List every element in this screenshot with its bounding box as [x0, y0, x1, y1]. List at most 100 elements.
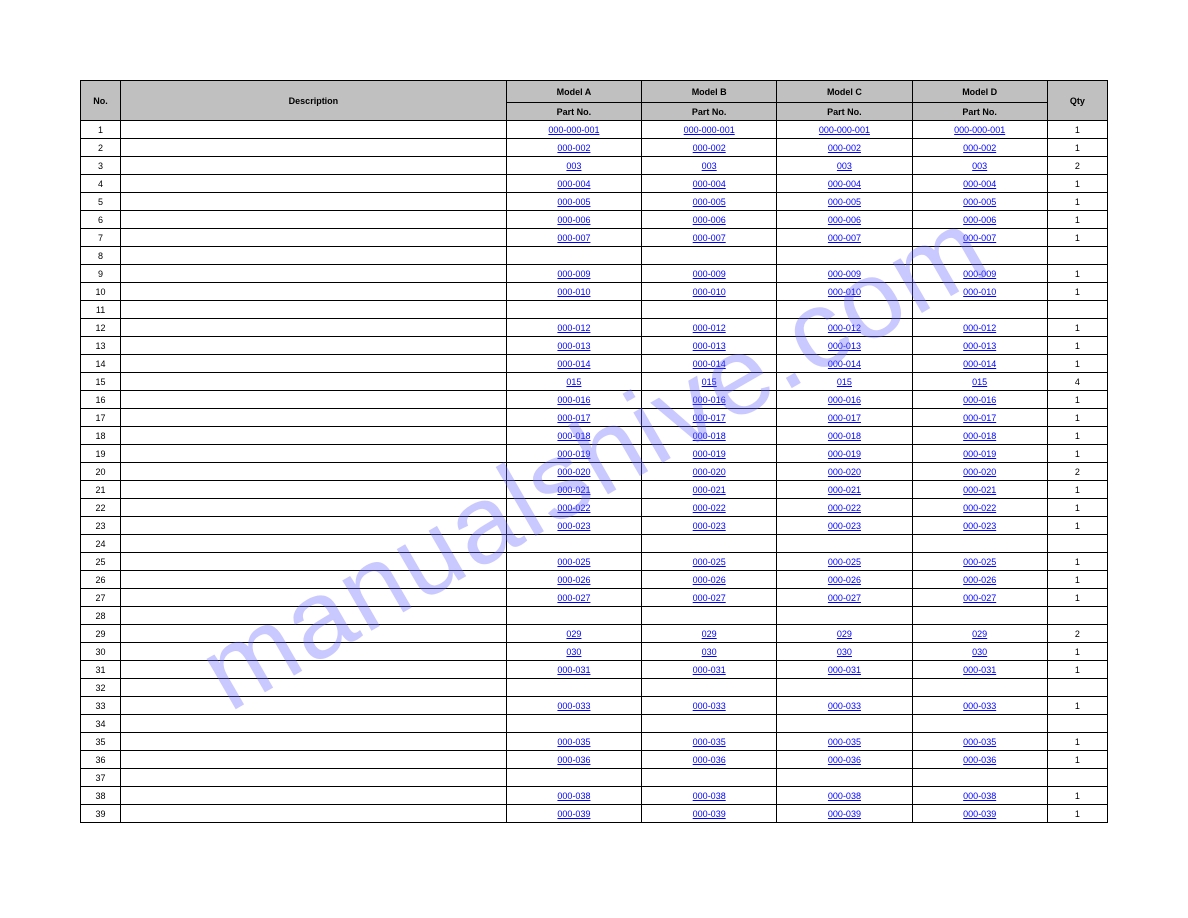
part-link[interactable]: 000-027: [557, 593, 590, 603]
part-link[interactable]: 000-002: [828, 143, 861, 153]
part-link[interactable]: 029: [566, 629, 581, 639]
part-link[interactable]: 000-012: [693, 323, 726, 333]
part-link[interactable]: 015: [566, 377, 581, 387]
part-link[interactable]: 015: [837, 377, 852, 387]
part-link[interactable]: 000-026: [557, 575, 590, 585]
part-link[interactable]: 000-036: [693, 755, 726, 765]
part-link[interactable]: 000-019: [693, 449, 726, 459]
part-link[interactable]: 000-039: [963, 809, 996, 819]
part-link[interactable]: 000-012: [557, 323, 590, 333]
part-link[interactable]: 000-020: [963, 467, 996, 477]
part-link[interactable]: 000-007: [693, 233, 726, 243]
part-link[interactable]: 000-017: [828, 413, 861, 423]
part-link[interactable]: 000-012: [828, 323, 861, 333]
part-link[interactable]: 000-006: [693, 215, 726, 225]
part-link[interactable]: 000-019: [557, 449, 590, 459]
part-link[interactable]: 000-014: [557, 359, 590, 369]
part-link[interactable]: 000-013: [963, 341, 996, 351]
part-link[interactable]: 000-025: [557, 557, 590, 567]
part-link[interactable]: 000-026: [693, 575, 726, 585]
part-link[interactable]: 000-033: [693, 701, 726, 711]
part-link[interactable]: 000-036: [963, 755, 996, 765]
part-link[interactable]: 000-026: [828, 575, 861, 585]
part-link[interactable]: 003: [837, 161, 852, 171]
part-link[interactable]: 000-004: [963, 179, 996, 189]
part-link[interactable]: 000-027: [693, 593, 726, 603]
part-link[interactable]: 029: [972, 629, 987, 639]
part-link[interactable]: 000-022: [963, 503, 996, 513]
part-link[interactable]: 029: [702, 629, 717, 639]
part-link[interactable]: 003: [566, 161, 581, 171]
part-link[interactable]: 000-009: [557, 269, 590, 279]
part-link[interactable]: 000-005: [693, 197, 726, 207]
part-link[interactable]: 029: [837, 629, 852, 639]
part-link[interactable]: 000-016: [828, 395, 861, 405]
part-link[interactable]: 000-007: [828, 233, 861, 243]
part-link[interactable]: 000-022: [828, 503, 861, 513]
part-link[interactable]: 000-023: [963, 521, 996, 531]
part-link[interactable]: 000-018: [557, 431, 590, 441]
part-link[interactable]: 000-010: [828, 287, 861, 297]
part-link[interactable]: 000-018: [828, 431, 861, 441]
part-link[interactable]: 000-007: [963, 233, 996, 243]
part-link[interactable]: 000-002: [557, 143, 590, 153]
part-link[interactable]: 000-027: [828, 593, 861, 603]
part-link[interactable]: 000-027: [963, 593, 996, 603]
part-link[interactable]: 000-039: [693, 809, 726, 819]
part-link[interactable]: 030: [972, 647, 987, 657]
part-link[interactable]: 000-038: [557, 791, 590, 801]
part-link[interactable]: 015: [702, 377, 717, 387]
part-link[interactable]: 000-010: [963, 287, 996, 297]
part-link[interactable]: 000-016: [693, 395, 726, 405]
part-link[interactable]: 000-020: [828, 467, 861, 477]
part-link[interactable]: 000-016: [557, 395, 590, 405]
part-link[interactable]: 000-031: [557, 665, 590, 675]
part-link[interactable]: 000-022: [693, 503, 726, 513]
part-link[interactable]: 000-020: [693, 467, 726, 477]
part-link[interactable]: 000-006: [557, 215, 590, 225]
part-link[interactable]: 000-033: [828, 701, 861, 711]
part-link[interactable]: 000-038: [693, 791, 726, 801]
part-link[interactable]: 000-023: [828, 521, 861, 531]
part-link[interactable]: 000-035: [963, 737, 996, 747]
part-link[interactable]: 000-038: [963, 791, 996, 801]
part-link[interactable]: 000-010: [693, 287, 726, 297]
part-link[interactable]: 003: [972, 161, 987, 171]
part-link[interactable]: 000-035: [557, 737, 590, 747]
part-link[interactable]: 000-005: [963, 197, 996, 207]
part-link[interactable]: 000-023: [557, 521, 590, 531]
part-link[interactable]: 000-020: [557, 467, 590, 477]
part-link[interactable]: 000-000-001: [684, 125, 735, 135]
part-link[interactable]: 000-004: [693, 179, 726, 189]
part-link[interactable]: 000-004: [828, 179, 861, 189]
part-link[interactable]: 000-000-001: [548, 125, 599, 135]
part-link[interactable]: 000-019: [963, 449, 996, 459]
part-link[interactable]: 000-031: [693, 665, 726, 675]
part-link[interactable]: 000-012: [963, 323, 996, 333]
part-link[interactable]: 000-006: [828, 215, 861, 225]
part-link[interactable]: 000-013: [828, 341, 861, 351]
part-link[interactable]: 003: [702, 161, 717, 171]
part-link[interactable]: 000-017: [963, 413, 996, 423]
part-link[interactable]: 000-000-001: [819, 125, 870, 135]
part-link[interactable]: 000-036: [557, 755, 590, 765]
part-link[interactable]: 000-022: [557, 503, 590, 513]
part-link[interactable]: 000-017: [557, 413, 590, 423]
part-link[interactable]: 000-035: [693, 737, 726, 747]
part-link[interactable]: 000-010: [557, 287, 590, 297]
part-link[interactable]: 000-021: [557, 485, 590, 495]
part-link[interactable]: 000-007: [557, 233, 590, 243]
part-link[interactable]: 000-026: [963, 575, 996, 585]
part-link[interactable]: 000-038: [828, 791, 861, 801]
part-link[interactable]: 000-014: [963, 359, 996, 369]
part-link[interactable]: 000-013: [693, 341, 726, 351]
part-link[interactable]: 015: [972, 377, 987, 387]
part-link[interactable]: 000-023: [693, 521, 726, 531]
part-link[interactable]: 000-025: [828, 557, 861, 567]
part-link[interactable]: 000-025: [693, 557, 726, 567]
part-link[interactable]: 000-017: [693, 413, 726, 423]
part-link[interactable]: 030: [837, 647, 852, 657]
part-link[interactable]: 000-009: [693, 269, 726, 279]
part-link[interactable]: 000-019: [828, 449, 861, 459]
part-link[interactable]: 000-021: [828, 485, 861, 495]
